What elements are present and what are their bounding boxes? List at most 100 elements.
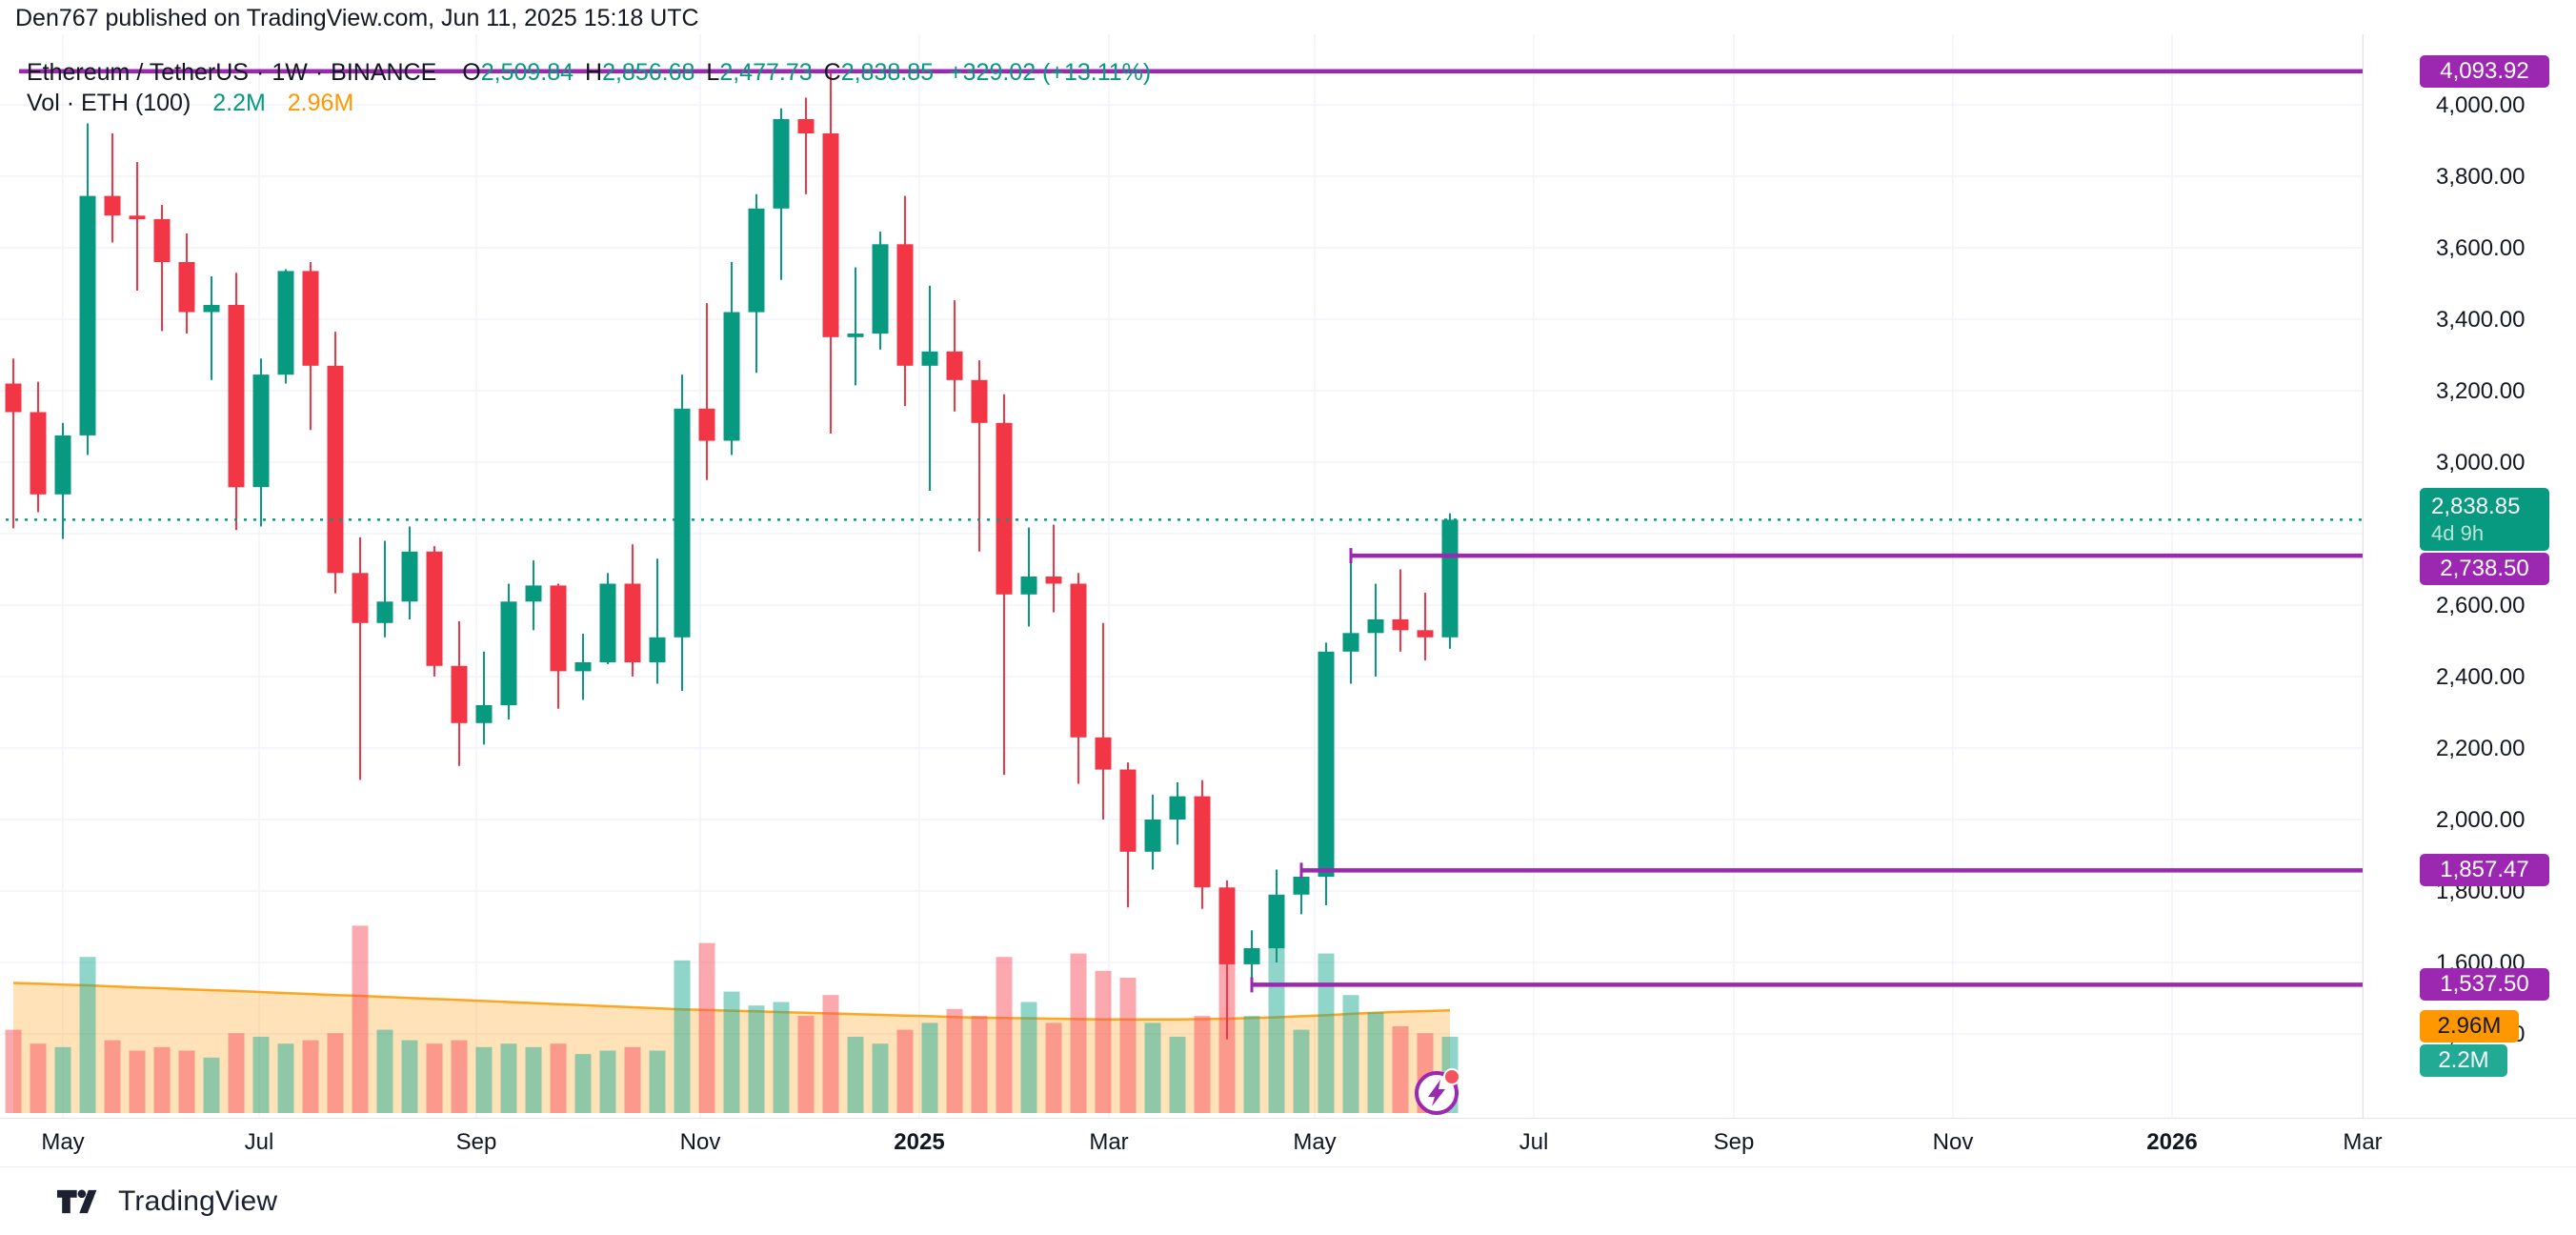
time-tick-label: Mar: [2343, 1129, 2383, 1155]
time-tick-label: May: [1293, 1129, 1337, 1155]
price-tick-label: 3,800.00: [2436, 164, 2526, 190]
volume-bar: [30, 1043, 47, 1113]
candle-body: [277, 271, 294, 375]
price-tick-label: 3,200.00: [2436, 378, 2526, 404]
volume-bar: [624, 1046, 641, 1113]
open-letter: O: [462, 59, 481, 86]
candle-body: [525, 585, 542, 602]
candle-body: [1169, 796, 1186, 820]
candle-body: [797, 119, 815, 133]
volume-bar: [54, 1046, 71, 1113]
candle-body: [872, 244, 889, 334]
candle-body: [475, 705, 493, 723]
tradingview-wordmark: TradingView: [118, 1185, 278, 1217]
volume-bar: [1045, 1022, 1062, 1113]
volume-bar: [971, 1016, 988, 1113]
candle-body: [30, 412, 47, 495]
volume-bar: [1194, 1016, 1211, 1113]
volume-bar: [698, 942, 715, 1113]
volume-bar: [1243, 1016, 1260, 1113]
candle-body: [327, 365, 344, 574]
current-price-badge: 2,838.85 4d 9h: [2420, 488, 2549, 551]
price-tick-label: 2,400.00: [2436, 664, 2526, 690]
attribution-text: Den767 published on TradingView.com, Jun…: [15, 5, 699, 31]
candle-body: [178, 262, 195, 313]
candle-body: [921, 351, 938, 366]
volume-bar: [822, 995, 839, 1113]
candle-body: [153, 219, 171, 262]
candle-body: [451, 665, 468, 723]
tradingview-logo[interactable]: TradingView: [57, 1185, 277, 1218]
volume-study-label[interactable]: Vol · ETH (100): [27, 90, 191, 116]
lightning-marker-icon[interactable]: [1408, 1061, 1469, 1122]
candle-body: [1268, 894, 1285, 949]
volume-bar: [872, 1043, 889, 1113]
candle-body: [54, 435, 71, 495]
candle-body: [996, 422, 1013, 595]
volume-bar: [5, 1029, 22, 1113]
interval-label[interactable]: 1W: [272, 59, 308, 86]
volume-legend-row: Vol · ETH (100) 2.2M 2.96M: [27, 90, 1151, 117]
volume-bar: [921, 1022, 938, 1113]
volume-bar: [1119, 978, 1137, 1113]
volume-bar: [1268, 942, 1285, 1113]
candle-body: [822, 133, 839, 337]
time-tick-label: Mar: [1089, 1129, 1129, 1155]
candle-body: [401, 551, 418, 602]
volume-bar: [129, 1050, 146, 1113]
volume-bar: [1318, 953, 1335, 1113]
price-tick-label: 2,000.00: [2436, 807, 2526, 833]
volume-bar: [376, 1029, 393, 1113]
candle-body: [500, 601, 517, 706]
volume-ma-value: 2.96M: [287, 90, 354, 116]
volume-ma-badge: 2.96M: [2420, 1010, 2519, 1043]
candle-body: [698, 408, 715, 441]
candle-body: [1392, 619, 1409, 631]
symbol-legend-row: Ethereum / TetherUS · 1W · BINANCE O2,509.84…: [27, 59, 1151, 87]
time-axis[interactable]: May Jul Sep Nov 2025 Mar May Jul Sep Nov 2026 Mar: [0, 1118, 2576, 1167]
candle-body: [129, 215, 146, 220]
volume-bar: [451, 1040, 468, 1113]
volume-bar: [1070, 953, 1087, 1113]
candle-body: [79, 195, 96, 435]
candle-body: [1243, 948, 1260, 964]
volume-bar: [599, 1050, 616, 1113]
candle-body: [574, 662, 592, 672]
volume-bar: [797, 1016, 815, 1113]
volume-bar: [550, 1043, 567, 1113]
candle-body: [252, 375, 270, 488]
candle-body: [302, 271, 319, 366]
candle-body: [674, 408, 691, 638]
price-tick-label: 3,600.00: [2436, 235, 2526, 261]
candle-body: [1095, 737, 1112, 770]
candle-body: [971, 379, 988, 423]
volume-bar: [277, 1043, 294, 1113]
time-tick-label: May: [41, 1129, 85, 1155]
candle-body: [1441, 519, 1459, 638]
candle-body: [104, 195, 121, 216]
volume-bar: [1144, 1022, 1161, 1113]
change-value: +329.02 (+13.11%): [949, 59, 1152, 86]
price-tick-label: 2,600.00: [2436, 593, 2526, 618]
chart-legend[interactable]: Ethereum / TetherUS · 1W · BINANCE O2,509.84…: [27, 59, 1151, 117]
volume-bar: [996, 957, 1013, 1113]
symbol-title[interactable]: Ethereum / TetherUS: [27, 59, 249, 86]
candle-body: [376, 601, 393, 623]
close-letter: C: [823, 59, 841, 86]
volume-current-badge: 2.2M: [2420, 1044, 2507, 1077]
volume-bar: [649, 1050, 666, 1113]
volume-bar: [104, 1040, 121, 1113]
candle-body: [649, 637, 666, 663]
volume-bar: [1095, 970, 1112, 1113]
volume-bar: [723, 991, 740, 1113]
candle-body: [1119, 769, 1137, 852]
level-price-badge: 1,537.50: [2420, 968, 2549, 1001]
candle-body: [1293, 877, 1310, 895]
candle-body: [352, 573, 369, 623]
candle-body: [1194, 796, 1211, 888]
volume-bar: [1392, 1026, 1409, 1113]
candle-body: [723, 312, 740, 441]
candle-body: [1218, 887, 1236, 964]
level-price-badge: 2,738.50: [2420, 553, 2549, 585]
